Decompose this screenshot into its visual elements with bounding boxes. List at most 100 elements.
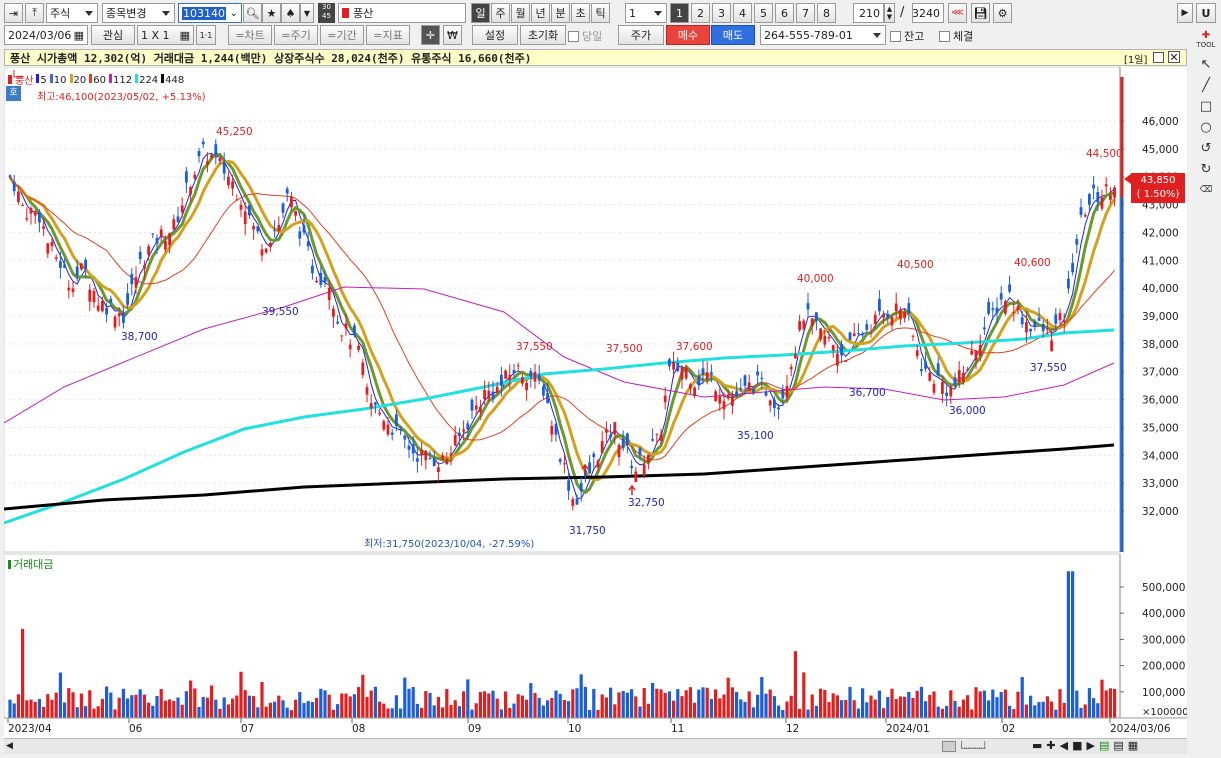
volume-bar bbox=[1083, 704, 1087, 718]
excel-icon[interactable]: ▤ bbox=[1098, 739, 1110, 752]
sell-button[interactable]: 매도 bbox=[711, 25, 755, 45]
volume-bar bbox=[743, 701, 747, 718]
line-tool[interactable]: ╱ bbox=[1196, 76, 1216, 94]
stop-icon[interactable]: ■ bbox=[1072, 739, 1083, 752]
candle-body bbox=[227, 176, 230, 186]
balance-checkbox[interactable]: 잔고 bbox=[890, 28, 924, 44]
volume-bar bbox=[189, 680, 193, 718]
candle-body bbox=[529, 371, 533, 377]
interest-button[interactable]: 관심 bbox=[91, 25, 135, 45]
today-checkbox[interactable]: 당일 bbox=[568, 28, 602, 44]
save-button[interactable]: 💾︎ bbox=[971, 3, 990, 23]
candle-body bbox=[441, 455, 444, 460]
price-tick-label: 46,000 bbox=[1142, 116, 1179, 128]
period-unit-select[interactable]: 1 bbox=[625, 3, 667, 23]
period-tab-3[interactable]: 년 bbox=[531, 3, 550, 23]
number-tab-4[interactable]: 4 bbox=[733, 3, 752, 23]
layout-button[interactable]: 1 X 1 ▦ bbox=[137, 25, 194, 45]
number-tab-3[interactable]: 3 bbox=[712, 3, 731, 23]
scroll-left-icon[interactable]: ◀ bbox=[6, 741, 13, 751]
clear-tool[interactable]: ⌫ bbox=[1196, 181, 1216, 199]
period-tab-0[interactable]: 일 bbox=[471, 3, 490, 23]
maximize-icon[interactable] bbox=[1153, 52, 1164, 63]
market-select[interactable]: 주식 bbox=[46, 3, 98, 23]
stock-code-input[interactable]: 103140 ⌄ bbox=[178, 3, 242, 23]
period-tab-4[interactable]: 분 bbox=[551, 3, 570, 23]
count-spinner[interactable]: ▲ ▼ bbox=[884, 3, 895, 23]
close-icon[interactable]: ✕ bbox=[1168, 51, 1180, 64]
stock-code-value: 103140 bbox=[182, 6, 226, 20]
tool-icon[interactable]: ✚ TOOL bbox=[1196, 30, 1216, 49]
candle-body bbox=[945, 392, 948, 396]
buy-button[interactable]: 매수 bbox=[666, 25, 710, 45]
period-tab-5[interactable]: 초 bbox=[571, 3, 590, 23]
rect-tool[interactable]: □ bbox=[1196, 97, 1216, 115]
image-icon[interactable]: ▦ bbox=[1127, 739, 1139, 752]
zoom-in-icon[interactable]: ✚ bbox=[1046, 739, 1056, 752]
setting-button[interactable]: 설정 bbox=[472, 25, 518, 45]
toggle-panel-button[interactable]: 호 bbox=[6, 86, 21, 101]
volume-bar bbox=[16, 694, 20, 718]
candle-body bbox=[340, 335, 344, 337]
arrow-down-button[interactable]: ▼ bbox=[300, 3, 314, 23]
chart-button[interactable]: =차트 bbox=[228, 25, 272, 45]
period-button[interactable]: =기간 bbox=[320, 25, 364, 45]
reset-button[interactable]: 초기화 bbox=[520, 25, 566, 45]
zoom-slider[interactable]: |˽˽˽˽˽˽˽˽˽˽| bbox=[960, 740, 986, 749]
candle-body bbox=[915, 350, 919, 357]
number-tab-1[interactable]: 1 bbox=[670, 3, 689, 23]
number-tab-6[interactable]: 6 bbox=[775, 3, 794, 23]
number-tab-8[interactable]: 8 bbox=[817, 3, 836, 23]
undo-tool[interactable]: ↺ bbox=[1196, 139, 1216, 157]
number-tab-7[interactable]: 7 bbox=[796, 3, 815, 23]
top-pin-button[interactable]: ⤒ bbox=[25, 3, 44, 23]
stock-name-field[interactable]: 풍산 bbox=[338, 3, 466, 23]
right-play-button[interactable]: ▶ bbox=[1177, 3, 1193, 23]
date-input[interactable]: 2024/03/06 ▦ bbox=[4, 25, 88, 45]
volume-bar bbox=[541, 705, 545, 718]
candle-body bbox=[521, 377, 524, 384]
play-icon: ▶ bbox=[1181, 8, 1189, 18]
period-tab-2[interactable]: 월 bbox=[511, 3, 530, 23]
cursor-tool[interactable]: ↖ bbox=[1196, 55, 1216, 73]
number-tab-2[interactable]: 2 bbox=[691, 3, 710, 23]
volume-bar bbox=[466, 679, 470, 718]
candle-body bbox=[164, 240, 167, 250]
cycle-button[interactable]: =주기 bbox=[274, 25, 318, 45]
alarm-button[interactable]: ♠ bbox=[281, 3, 300, 23]
period-tab-6[interactable]: 틱 bbox=[591, 3, 610, 23]
indicator-button[interactable]: =지표 bbox=[366, 25, 410, 45]
candle-body bbox=[567, 480, 570, 491]
search-button[interactable]: 🔍︎ bbox=[243, 3, 262, 23]
window-pin-button[interactable]: ⇥ bbox=[4, 3, 23, 23]
print-icon[interactable]: ▤ bbox=[1113, 739, 1124, 752]
stock-change-select[interactable]: 종목변경 bbox=[102, 3, 175, 23]
stock-chart[interactable]: 45,250 38,700 39,550 37,550 37,500 37,600 31,7… bbox=[4, 67, 1187, 754]
favorite-button[interactable]: ★ bbox=[262, 3, 281, 23]
prev-icon[interactable]: ◀ bbox=[1059, 739, 1069, 752]
settings-button[interactable]: ⚙ bbox=[993, 3, 1012, 23]
expand-button[interactable]: ⋘ bbox=[948, 3, 967, 23]
price-button[interactable]: 주가 bbox=[618, 25, 664, 45]
account-select[interactable]: 264-555-789-01 bbox=[760, 25, 886, 45]
volume-bar bbox=[646, 703, 650, 718]
fill-checkbox[interactable]: 체결 bbox=[939, 28, 973, 44]
candle-body bbox=[407, 445, 411, 450]
candle-body bbox=[903, 312, 906, 319]
candle-body bbox=[693, 387, 696, 397]
one-button[interactable]: 1·1 bbox=[196, 25, 216, 45]
next-icon[interactable]: ▶ bbox=[1086, 739, 1095, 752]
candle-body bbox=[470, 399, 474, 411]
zoom-out-icon[interactable]: ▬ bbox=[1032, 739, 1043, 752]
crosshair-button[interactable]: ✛ bbox=[421, 25, 440, 45]
chart-scrollbar[interactable]: ◀ |˽˽˽˽˽˽˽˽˽˽| ▬ ✚ ◀ ■ ▶ ▤ ▤ ▦ bbox=[4, 738, 1187, 754]
circle-tool[interactable]: ○ bbox=[1196, 118, 1216, 136]
period-tab-1[interactable]: 주 bbox=[491, 3, 510, 23]
number-tab-5[interactable]: 5 bbox=[754, 3, 773, 23]
count-input[interactable]: 210 bbox=[853, 3, 884, 23]
u-button[interactable]: U bbox=[1196, 3, 1216, 23]
redo-tool[interactable]: ↻ bbox=[1196, 160, 1216, 178]
scroll-thumb[interactable] bbox=[942, 741, 956, 752]
won-button[interactable]: ₩ bbox=[443, 25, 462, 45]
volume-bar bbox=[919, 686, 923, 718]
